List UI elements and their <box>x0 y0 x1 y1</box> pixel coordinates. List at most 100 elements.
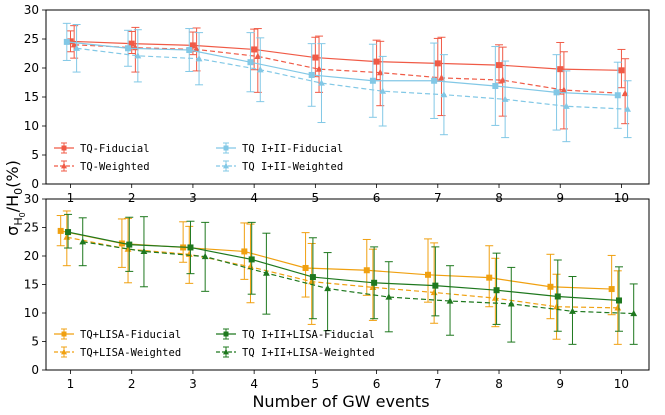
y-tick-label: 10 <box>24 119 39 133</box>
data-point <box>256 66 264 73</box>
series-tq-fiducial <box>66 28 626 95</box>
data-point <box>547 283 554 290</box>
data-point <box>618 67 625 74</box>
legend-label: TQ-Fiducial <box>80 143 150 155</box>
legend-marker <box>223 331 229 337</box>
x-tick-label: 7 <box>434 377 442 391</box>
legend-label: TQ+LISA-Weighted <box>80 347 181 359</box>
data-point <box>308 71 315 78</box>
series-tq-weighted <box>70 25 630 130</box>
data-point <box>554 293 561 300</box>
legend-marker <box>61 162 67 169</box>
y-axis-label: σH0/H0(%) <box>3 160 27 236</box>
y-label-rest-sub: 0 <box>12 188 25 195</box>
legend-marker <box>223 162 229 169</box>
data-point <box>67 38 74 45</box>
data-point <box>248 256 255 263</box>
y-tick-label: 5 <box>31 148 39 162</box>
legend-marker <box>223 145 229 151</box>
data-point <box>186 47 193 54</box>
y-tick-label: 25 <box>24 32 39 46</box>
data-point <box>434 60 441 67</box>
data-point <box>73 44 81 51</box>
legend-entry: TQ I+II-Fiducial <box>216 142 343 155</box>
data-point <box>491 294 499 301</box>
data-point <box>315 65 323 72</box>
data-point <box>562 102 570 109</box>
data-point <box>492 82 499 89</box>
x-tick-label: 4 <box>250 377 258 391</box>
legend-entry: TQ-Fiducial <box>54 142 150 155</box>
x-axis-label: Number of GW events <box>252 392 429 411</box>
x-tick-label: 8 <box>495 377 503 391</box>
data-point <box>125 45 132 52</box>
data-point <box>126 241 133 248</box>
x-tick-label: 8 <box>495 191 503 205</box>
x-tick-label: 1 <box>67 377 75 391</box>
y-tick-label: 20 <box>24 249 39 263</box>
data-point <box>134 52 142 59</box>
data-point <box>553 89 560 96</box>
y-label-sub: H <box>12 217 25 225</box>
series-line <box>70 40 622 71</box>
data-point <box>507 300 515 307</box>
series-tq-i-ii-fiducial <box>62 22 622 131</box>
x-tick-label: 3 <box>189 191 197 205</box>
series-tq-i-ii-lisa-weighted <box>78 216 638 345</box>
legend-label: TQ-Weighted <box>80 161 150 173</box>
data-point <box>187 244 194 251</box>
x-tick-label: 9 <box>556 191 564 205</box>
legend-marker <box>61 145 67 151</box>
x-tick-label: 6 <box>373 191 381 205</box>
legend-label: TQ I+II-Weighted <box>242 161 343 173</box>
x-tick-label: 7 <box>434 191 442 205</box>
x-tick-label: 2 <box>128 377 136 391</box>
series-tq-i-ii-weighted <box>72 24 632 143</box>
data-point <box>57 227 64 234</box>
x-tick-label: 10 <box>614 191 629 205</box>
data-point <box>624 105 631 112</box>
series-line <box>60 230 612 290</box>
data-point <box>385 293 393 300</box>
x-tick-label: 3 <box>189 377 197 391</box>
series-line <box>82 241 634 315</box>
x-tick-label: 6 <box>373 377 381 391</box>
data-point <box>616 297 623 304</box>
series-line <box>66 41 618 96</box>
series-tq-lisa-fiducial <box>56 215 616 320</box>
data-point <box>369 77 376 84</box>
data-point <box>195 55 203 62</box>
x-tick-label: 5 <box>312 377 320 391</box>
y-tick-label: 20 <box>24 61 39 75</box>
legend-entry: TQ I+II+LISA-Fiducial <box>216 328 375 341</box>
legend-label: TQ I+II-Fiducial <box>242 143 343 155</box>
data-point <box>254 52 262 59</box>
data-point <box>499 76 507 83</box>
y-tick-label: 30 <box>24 3 39 17</box>
series-tq-i-ii-lisa-fiducial <box>64 213 624 332</box>
data-point <box>560 86 568 93</box>
data-point <box>440 91 448 98</box>
data-point <box>309 274 316 281</box>
data-point <box>312 54 319 61</box>
data-point <box>65 229 72 236</box>
data-point <box>446 297 454 304</box>
data-point <box>371 279 378 286</box>
top-panel: 0 5 10 15 20 25 30 1 2 3 4 5 6 7 8 9 10 TQ-Fiducial TQ-Wei… <box>24 3 650 205</box>
y-label-rest: /H <box>3 195 22 212</box>
x-tick-label: 9 <box>556 377 564 391</box>
y-tick-label: 0 <box>31 177 39 191</box>
data-point <box>493 287 500 294</box>
data-point <box>324 284 332 292</box>
axes-frame <box>45 9 650 185</box>
data-point <box>376 69 384 76</box>
series-line <box>66 236 618 309</box>
axes-frame <box>45 198 650 371</box>
y-label-sigma: σ <box>3 226 22 236</box>
legend-marker <box>223 348 229 355</box>
y-tick-label: 5 <box>31 335 39 349</box>
y-tick-label: 10 <box>24 306 39 320</box>
data-point <box>496 62 503 69</box>
data-point <box>569 307 576 314</box>
x-tick-label: 10 <box>614 377 629 391</box>
